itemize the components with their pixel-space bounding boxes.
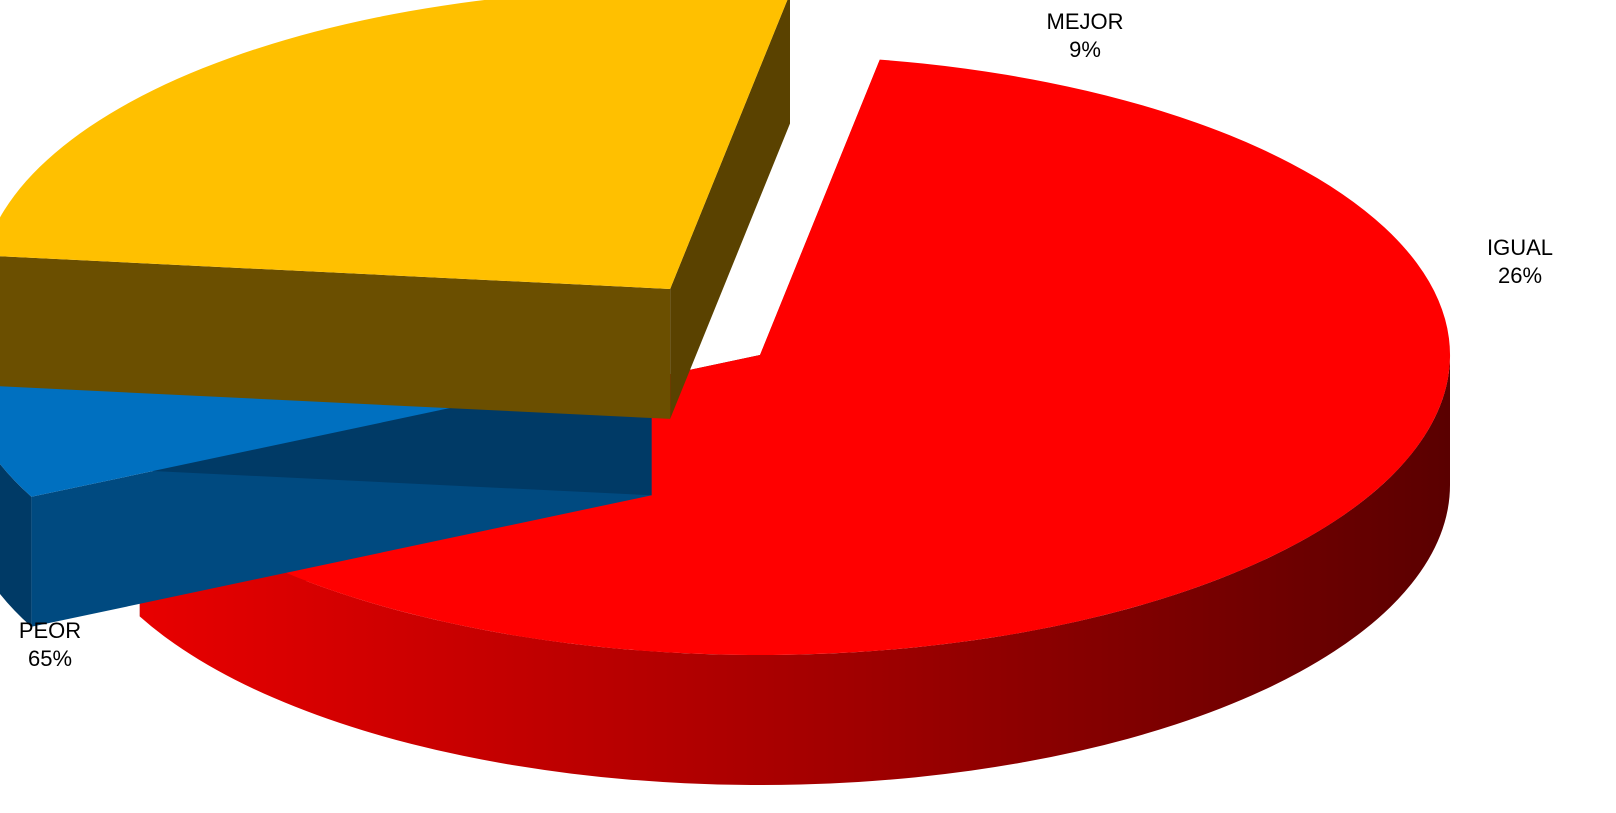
pie-slice-igual	[0, 0, 790, 419]
pie-slice-igual-top	[0, 0, 788, 289]
pie-slice-igual-cut-face-end	[670, 0, 790, 419]
pie-slice-igual-cut-face-start	[0, 256, 671, 419]
pie-label-peor: PEOR 65%	[19, 618, 81, 671]
pie-label-peor-percent: 65%	[28, 646, 72, 671]
pie-label-igual: IGUAL 26%	[1487, 235, 1553, 288]
pie-label-mejor: MEJOR 9%	[1047, 9, 1124, 62]
pie-label-igual-name: IGUAL	[1487, 235, 1553, 260]
pie-label-igual-percent: 26%	[1498, 263, 1542, 288]
pie-label-peor-name: PEOR	[19, 618, 81, 643]
pie-label-mejor-percent: 9%	[1069, 37, 1101, 62]
pie-slice-peor-outer-wall	[139, 355, 1450, 786]
pie-label-mejor-name: MEJOR	[1047, 9, 1124, 34]
pie-slice-mejor-outer-wall	[0, 463, 32, 627]
